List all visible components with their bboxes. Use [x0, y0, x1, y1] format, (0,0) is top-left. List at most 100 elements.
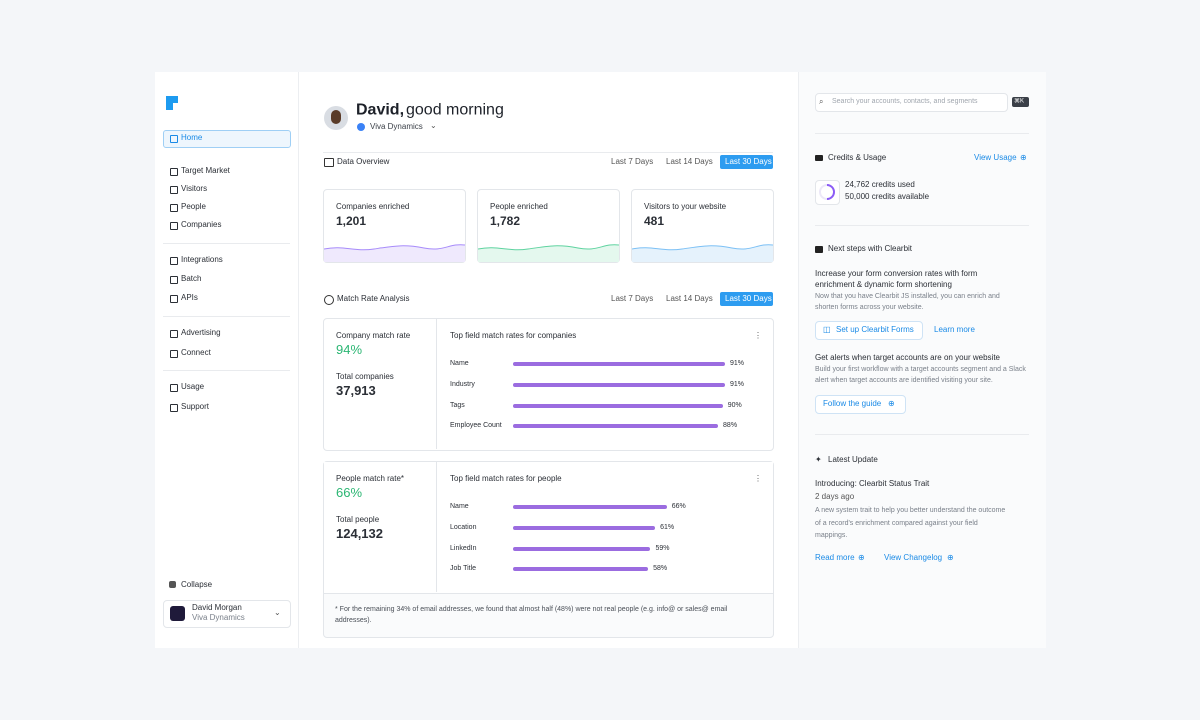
link-icon: ⊕ [858, 553, 865, 563]
icon: ✦ [815, 455, 822, 465]
rate-label: Company match rate [336, 331, 411, 341]
total-value: 124,132 [336, 526, 383, 542]
field-name: Industry [450, 380, 475, 388]
update-headline: Introducing: Clearbit Status Trait [815, 479, 930, 489]
stat-value: 1,201 [336, 213, 367, 228]
link-icon: ⊕ [1020, 153, 1027, 163]
field-name: Name [450, 359, 469, 367]
bar-label: 88% [723, 422, 738, 430]
nav-item[interactable]: People [181, 202, 206, 212]
section-title: Latest Update [828, 455, 878, 465]
divider [323, 152, 773, 153]
button-icon: ⊕ [888, 399, 895, 409]
link[interactable]: Read more [815, 553, 855, 563]
nav-icon [170, 384, 178, 392]
sparkline [632, 244, 773, 262]
bar [513, 505, 667, 509]
nav-icon [170, 222, 178, 230]
nav-item[interactable]: Integrations [181, 255, 223, 265]
panel-divider [436, 462, 437, 592]
nav-icon [170, 204, 178, 212]
range-active-bg [720, 155, 773, 169]
stat-label: People enriched [490, 202, 548, 212]
bar-label: 61% [660, 523, 675, 531]
nav-item[interactable]: Connect [181, 348, 211, 358]
button-icon: ◫ [823, 325, 831, 335]
button-label: Set up Clearbit Forms [836, 325, 914, 335]
bar [513, 382, 726, 387]
field-name: Employee Count [450, 422, 502, 430]
bar [513, 525, 656, 530]
menu[interactable]: ⋮ [754, 331, 762, 341]
nav-icon [170, 350, 178, 358]
section-title: Match Rate Analysis [337, 294, 410, 304]
chevron: ⌄ [430, 121, 437, 131]
user-avatar [170, 606, 185, 621]
range[interactable]: Last 30 Days [725, 294, 772, 304]
button[interactable] [815, 395, 906, 414]
greeting-name: David, [356, 101, 405, 119]
field-name: Job Title [450, 565, 477, 573]
credits-ring [819, 184, 835, 200]
rate-value: 66% [336, 485, 363, 501]
range[interactable]: Last 14 Days [666, 294, 713, 304]
nav-item[interactable]: Companies [181, 220, 222, 230]
divider [298, 72, 299, 648]
avatar-face [331, 110, 341, 124]
search[interactable] [815, 93, 1008, 112]
rate-value: 94% [336, 342, 363, 358]
shortcut: ⌘K [1014, 98, 1025, 105]
icon [815, 246, 823, 253]
nav-item[interactable]: Support [181, 402, 210, 412]
section-title: Next steps with Clearbit [828, 244, 913, 254]
collapse[interactable]: Collapse [181, 580, 213, 590]
company[interactable]: Viva Dynamics [370, 122, 423, 132]
stat-value: 481 [644, 213, 665, 228]
range[interactable]: Last 30 Days [725, 157, 772, 167]
total-value: 37,913 [336, 383, 376, 399]
shortcut-bg [1012, 97, 1029, 107]
bar-label: 59% [655, 544, 670, 552]
icon [324, 295, 334, 305]
search-icon: ⌕ [819, 97, 824, 107]
credits-used: 24,762 credits used [845, 180, 915, 190]
link[interactable]: Learn more [934, 325, 975, 335]
range[interactable]: Last 7 Days [611, 157, 654, 167]
nav-item[interactable]: Visitors [181, 184, 208, 194]
user-company: Viva Dynamics [192, 613, 245, 623]
step-heading: Get alerts when target accounts are on y… [815, 353, 1000, 363]
nav-item[interactable]: Batch [181, 274, 202, 284]
update-date: 2 days ago [815, 492, 855, 502]
footnote: * For the remaining 34% of email address… [335, 606, 728, 624]
button[interactable] [815, 321, 923, 340]
nav-item[interactable]: APIs [181, 293, 198, 303]
chevron: ⌄ [274, 608, 281, 618]
divider [815, 434, 1029, 435]
total-label: Total people [336, 515, 380, 525]
range[interactable]: Last 14 Days [666, 157, 713, 167]
nav-item[interactable]: Home [181, 133, 203, 143]
field-name: LinkedIn [450, 544, 477, 552]
stat-value: 1,782 [490, 213, 521, 228]
field-name: Name [450, 502, 469, 510]
section-title: Data Overview [337, 157, 390, 167]
nav-item[interactable]: Advertising [181, 328, 221, 338]
bar [513, 362, 726, 366]
bar [513, 546, 651, 551]
bar [513, 403, 723, 408]
panel-divider [436, 319, 437, 449]
range[interactable]: Last 7 Days [611, 294, 654, 304]
chart-title: Top field match rates for people [450, 474, 562, 484]
company-icon [357, 123, 365, 131]
range-active-bg [720, 292, 773, 306]
greeting: good morning [406, 101, 504, 119]
menu[interactable]: ⋮ [754, 474, 762, 484]
nav-divider [163, 370, 290, 371]
link[interactable]: View Usage [974, 153, 1017, 163]
link[interactable]: View Changelog [884, 553, 943, 563]
nav-item[interactable]: Target Market [181, 166, 230, 176]
nav-item[interactable]: Usage [181, 382, 205, 392]
step-description: Build your first workflow with a target … [815, 366, 1026, 384]
bar [513, 424, 719, 429]
